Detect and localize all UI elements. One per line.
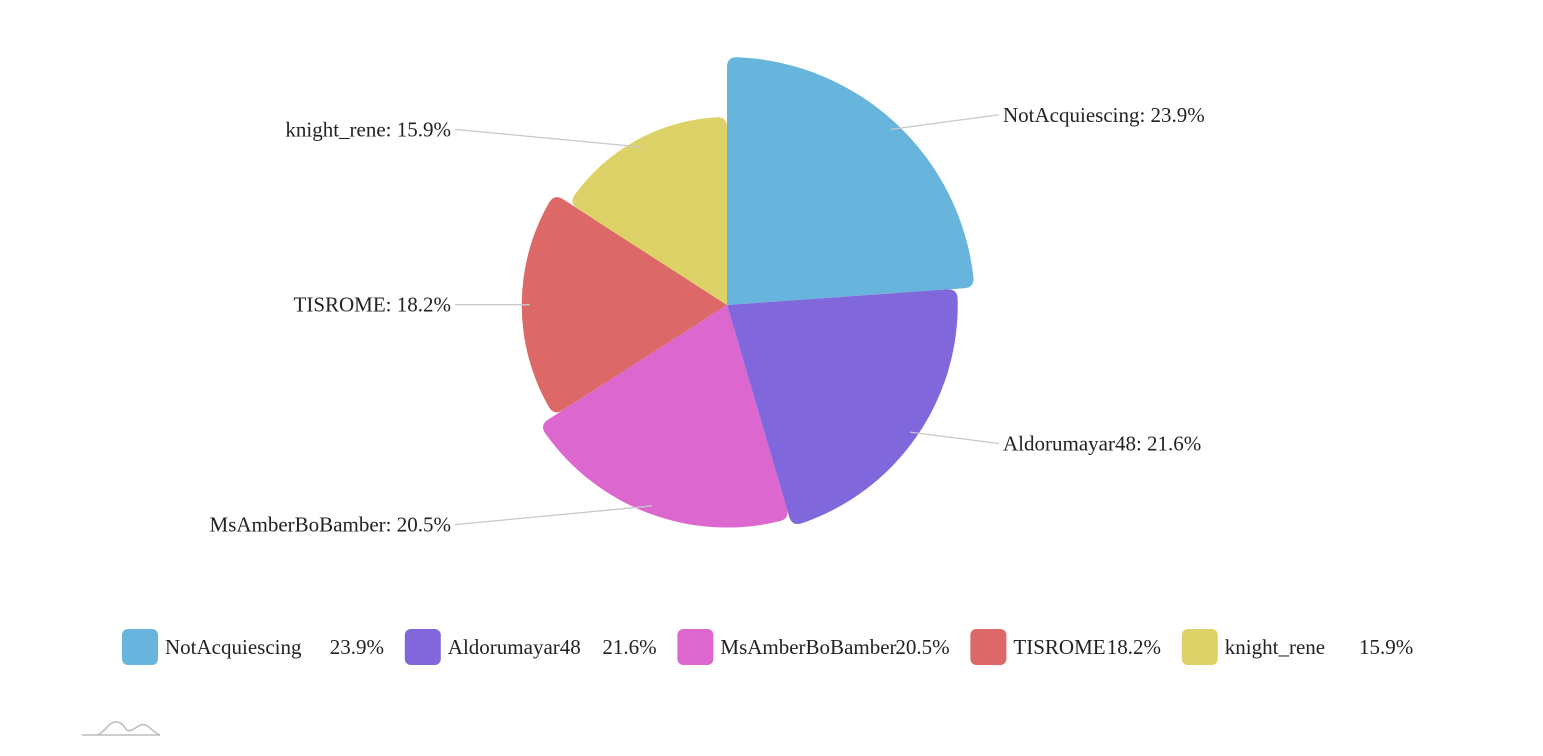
- legend-value-MsAmberBoBamber: 20.5%: [895, 635, 949, 659]
- legend-item-knight_rene[interactable]: knight_rene 15.9%: [1181, 629, 1413, 665]
- legend-swatch-Aldorumayar48: [404, 629, 441, 665]
- legend-name-NotAcquiescing: NotAcquiescing: [165, 635, 302, 659]
- legend-value-Aldorumayar48: 21.6%: [602, 635, 656, 659]
- legend-item-NotAcquiescing[interactable]: NotAcquiescing 23.9%: [122, 629, 384, 665]
- legend-swatch-knight_rene: [1181, 629, 1218, 665]
- pie-slice-knight_rene[interactable]: [572, 117, 727, 305]
- label-leader-lines: [454, 114, 1000, 526]
- legend: NotAcquiescing 23.9% Aldorumayar48 21.6% MsA…: [122, 629, 1413, 665]
- legend-item-Aldorumayar48[interactable]: Aldorumayar48 21.6%: [404, 629, 657, 665]
- leader-line-Aldorumayar48: [909, 431, 1000, 445]
- legend-name-MsAmberBoBamber: MsAmberBoBamber: [720, 635, 896, 659]
- leader-line-NotAcquiescing: [890, 114, 1000, 131]
- scrollbar-preview-icon[interactable]: [82, 721, 161, 736]
- legend-item-TISROME[interactable]: TISROME 18.2%: [970, 629, 1161, 665]
- legend-value-TISROME: 18.2%: [1107, 635, 1161, 659]
- pie-slice-TISROME[interactable]: [521, 197, 727, 413]
- legend-name-knight_rene: knight_rene: [1225, 635, 1325, 659]
- leader-line-knight_rene: [454, 128, 641, 148]
- pie-slice-Aldorumayar48[interactable]: [727, 289, 958, 525]
- slice-labels: NotAcquiescing: 23.9% Aldorumayar48: 21.6…: [210, 103, 1205, 537]
- legend-swatch-TISROME: [970, 629, 1007, 665]
- legend-swatch-MsAmberBoBamber: [677, 629, 714, 665]
- pie-slices: [521, 57, 974, 528]
- slice-label-TISROME: TISROME: 18.2%: [294, 293, 452, 317]
- slice-label-Aldorumayar48: Aldorumayar48: 21.6%: [1003, 432, 1201, 456]
- slice-label-NotAcquiescing: NotAcquiescing: 23.9%: [1003, 103, 1205, 127]
- legend-name-Aldorumayar48: Aldorumayar48: [448, 635, 581, 659]
- slice-label-knight_rene: knight_rene: 15.9%: [285, 117, 451, 141]
- legend-name-TISROME: TISROME: [1013, 635, 1105, 659]
- pie-slice-NotAcquiescing[interactable]: [727, 57, 974, 306]
- pie-slice-MsAmberBoBamber[interactable]: [542, 305, 788, 528]
- legend-value-knight_rene: 15.9%: [1359, 635, 1413, 659]
- legend-value-NotAcquiescing: 23.9%: [330, 635, 384, 659]
- legend-swatch-NotAcquiescing: [122, 629, 158, 665]
- leader-line-MsAmberBoBamber: [454, 505, 652, 526]
- slice-label-MsAmberBoBamber: MsAmberBoBamber: 20.5%: [210, 513, 451, 537]
